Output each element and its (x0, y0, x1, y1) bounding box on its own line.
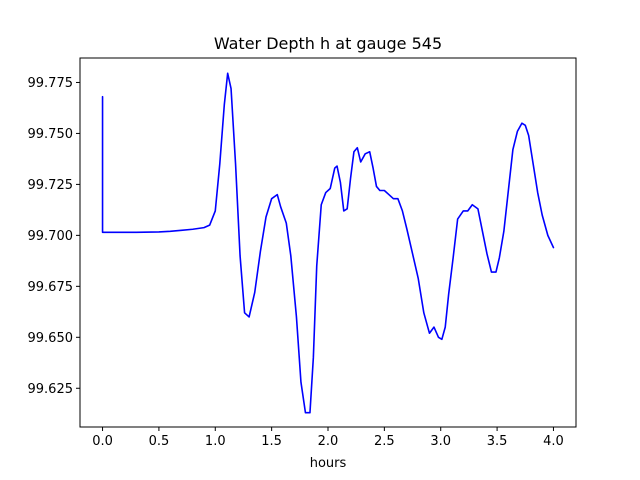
x-tick-label: 0.0 (92, 434, 113, 449)
chart-title: Water Depth h at gauge 545 (214, 34, 442, 53)
y-tick-label: 99.700 (28, 229, 74, 244)
plot-series (101, 72, 555, 414)
series-line (101, 72, 555, 414)
x-tick-label: 2.5 (374, 434, 395, 449)
y-tick-label: 99.675 (28, 280, 74, 295)
x-tick-label: 4.0 (543, 434, 564, 449)
x-axis-label: hours (310, 456, 347, 471)
x-tick-label: 0.5 (149, 434, 170, 449)
x-tick-label: 1.0 (205, 434, 226, 449)
y-tick-label: 99.625 (28, 382, 74, 397)
y-tick-label: 99.775 (28, 76, 74, 91)
x-tick-label: 3.0 (430, 434, 451, 449)
x-tick-label: 1.5 (261, 434, 282, 449)
y-tick-label: 99.725 (28, 178, 74, 193)
plot-frame (79, 57, 577, 428)
y-axis: 99.625 99.650 99.675 99.700 99.725 99.750 99.7… (28, 76, 80, 397)
x-tick-label: 3.5 (487, 434, 508, 449)
y-tick-label: 99.650 (28, 331, 74, 346)
x-tick-label: 2.0 (318, 434, 339, 449)
y-tick-label: 99.750 (28, 127, 74, 142)
x-axis: 0.0 0.5 1.0 1.5 2.0 2.5 3.0 3.5 4.0 (92, 427, 564, 449)
